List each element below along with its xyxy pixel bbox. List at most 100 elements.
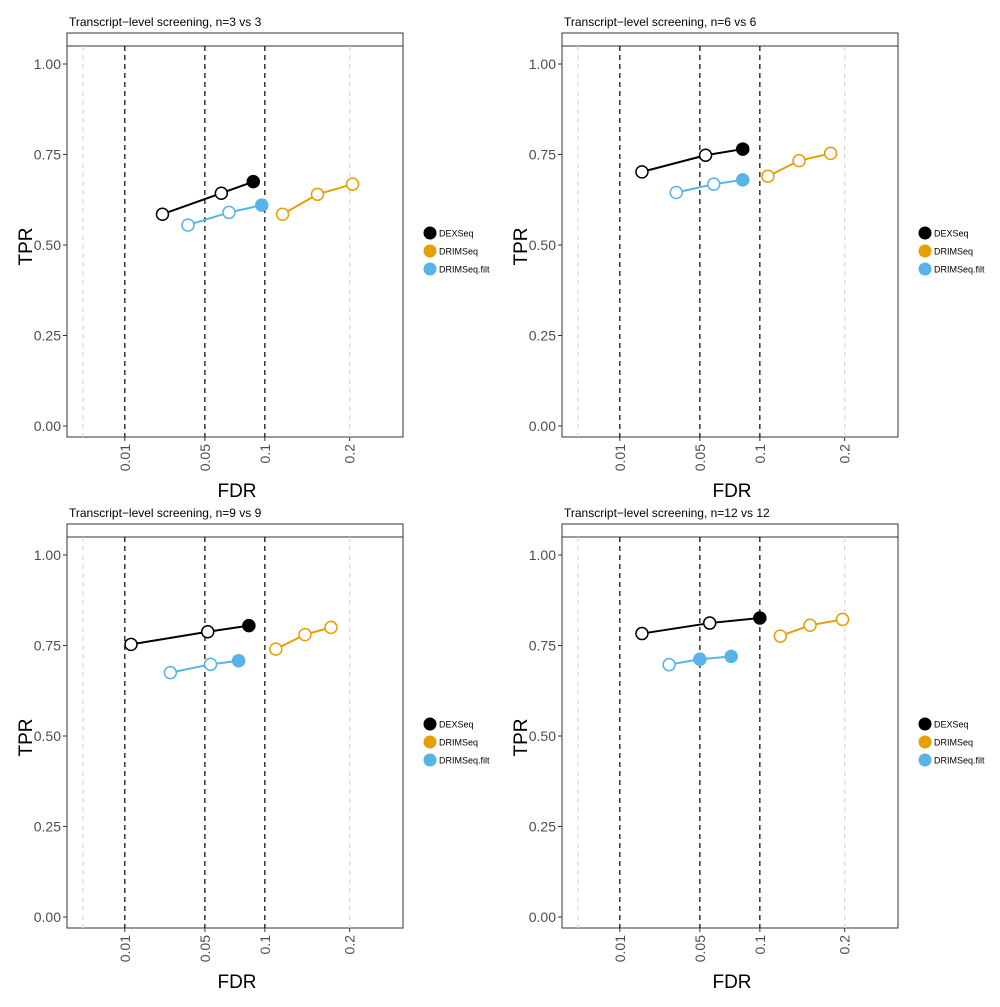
data-point bbox=[222, 205, 236, 220]
y-tick-label: 0.00 bbox=[34, 909, 61, 925]
x-axis-title: FDR bbox=[712, 972, 751, 993]
legend-label: DEXSeq bbox=[439, 720, 474, 730]
y-tick-label: 1.00 bbox=[529, 547, 556, 563]
data-point bbox=[835, 612, 850, 627]
legend-key bbox=[423, 753, 437, 767]
legend-label: DRIMSeq.filt bbox=[439, 756, 490, 766]
data-point bbox=[214, 186, 229, 200]
y-tick-label: 0.00 bbox=[529, 418, 556, 434]
data-point bbox=[753, 611, 767, 625]
data-point bbox=[702, 616, 717, 630]
data-point bbox=[203, 657, 218, 672]
legend-key bbox=[423, 226, 437, 240]
y-tick-label: 0.75 bbox=[34, 638, 61, 654]
data-point bbox=[124, 637, 138, 652]
x-tick-label: 0.1 bbox=[257, 444, 273, 464]
data-point bbox=[324, 620, 338, 635]
y-tick-label: 0.00 bbox=[529, 909, 556, 925]
y-axis-title: TPR bbox=[511, 719, 532, 757]
data-point bbox=[275, 207, 290, 221]
x-tick-label: 0.01 bbox=[612, 444, 628, 471]
legend-key bbox=[423, 262, 437, 276]
series-line bbox=[641, 616, 760, 635]
chart-title: Transcript−level screening, n=12 vs 12 bbox=[564, 506, 770, 520]
y-tick-label: 0.50 bbox=[34, 728, 61, 744]
data-point bbox=[255, 198, 269, 212]
chart-title: Transcript−level screening, n=3 vs 3 bbox=[69, 15, 262, 29]
y-tick-label: 1.00 bbox=[529, 56, 556, 72]
y-tick-label: 0.75 bbox=[529, 147, 556, 163]
legend-label: DRIMSeq.filt bbox=[934, 265, 985, 275]
data-point bbox=[231, 653, 246, 668]
data-point bbox=[736, 142, 750, 156]
data-point bbox=[310, 187, 325, 202]
legend-label: DRIMSeq bbox=[439, 247, 478, 257]
y-axis-title: TPR bbox=[16, 719, 37, 757]
data-point bbox=[724, 649, 738, 664]
legend-key bbox=[918, 262, 932, 276]
data-point bbox=[155, 207, 170, 221]
data-point bbox=[693, 652, 707, 667]
data-point bbox=[345, 177, 360, 191]
legend-label: DRIMSeq.filt bbox=[934, 756, 985, 766]
series-line bbox=[641, 148, 743, 173]
data-point bbox=[761, 169, 775, 183]
y-tick-label: 0.50 bbox=[529, 728, 556, 744]
x-tick-label: 0.05 bbox=[692, 935, 708, 962]
data-point bbox=[792, 153, 806, 168]
y-tick-label: 0.25 bbox=[34, 819, 61, 835]
legend-label: DEXSeq bbox=[934, 720, 969, 730]
plot-panel bbox=[66, 536, 404, 929]
facet-strip bbox=[561, 32, 899, 47]
chart-panel: Transcript−level screening, n=6 vs 6 0.00… bbox=[511, 15, 985, 502]
legend-label: DEXSeq bbox=[934, 229, 969, 239]
series-line bbox=[130, 624, 250, 646]
legend-key bbox=[918, 753, 932, 767]
data-point bbox=[246, 174, 261, 189]
chart-panel: Transcript−level screening, n=12 vs 12 0.… bbox=[511, 506, 985, 993]
data-point bbox=[662, 657, 676, 672]
x-tick-label: 0.1 bbox=[752, 935, 768, 955]
y-axis-title: TPR bbox=[511, 228, 532, 266]
y-tick-label: 0.25 bbox=[529, 819, 556, 835]
x-tick-label: 0.01 bbox=[117, 444, 133, 471]
legend-key bbox=[918, 244, 932, 258]
x-tick-label: 0.05 bbox=[197, 444, 213, 471]
data-point bbox=[803, 618, 817, 632]
y-tick-label: 0.50 bbox=[529, 237, 556, 253]
y-tick-label: 0.75 bbox=[34, 147, 61, 163]
legend-label: DEXSeq bbox=[439, 229, 474, 239]
x-tick-label: 0.01 bbox=[612, 935, 628, 962]
legend-label: DRIMSeq bbox=[439, 738, 478, 748]
data-point bbox=[635, 165, 649, 179]
data-point bbox=[163, 665, 178, 680]
x-tick-label: 0.05 bbox=[692, 444, 708, 471]
data-point bbox=[773, 629, 788, 643]
data-point bbox=[635, 626, 649, 641]
legend-label: DRIMSeq.filt bbox=[439, 265, 490, 275]
legend-key bbox=[423, 717, 437, 731]
x-tick-label: 0.1 bbox=[257, 935, 273, 955]
legend-key bbox=[918, 226, 932, 240]
y-tick-label: 1.00 bbox=[34, 56, 61, 72]
facet-strip bbox=[66, 523, 404, 538]
facet-strip bbox=[561, 523, 899, 538]
legend-key bbox=[423, 244, 437, 258]
chart-panel: Transcript−level screening, n=9 vs 9 0.00… bbox=[16, 506, 490, 993]
facet-strip bbox=[66, 32, 404, 47]
data-point bbox=[200, 624, 215, 639]
y-tick-label: 0.25 bbox=[529, 328, 556, 344]
legend-key bbox=[423, 735, 437, 749]
y-tick-label: 0.25 bbox=[34, 328, 61, 344]
x-axis-title: FDR bbox=[712, 481, 751, 502]
x-tick-label: 0.2 bbox=[342, 935, 358, 955]
data-point bbox=[706, 177, 721, 191]
legend-label: DRIMSeq bbox=[934, 738, 973, 748]
plot-panel bbox=[561, 45, 899, 438]
y-axis-title: TPR bbox=[16, 228, 37, 266]
data-point bbox=[669, 185, 683, 200]
legend-key bbox=[918, 717, 932, 731]
legend-key bbox=[918, 735, 932, 749]
chart-title: Transcript−level screening, n=9 vs 9 bbox=[69, 506, 262, 520]
